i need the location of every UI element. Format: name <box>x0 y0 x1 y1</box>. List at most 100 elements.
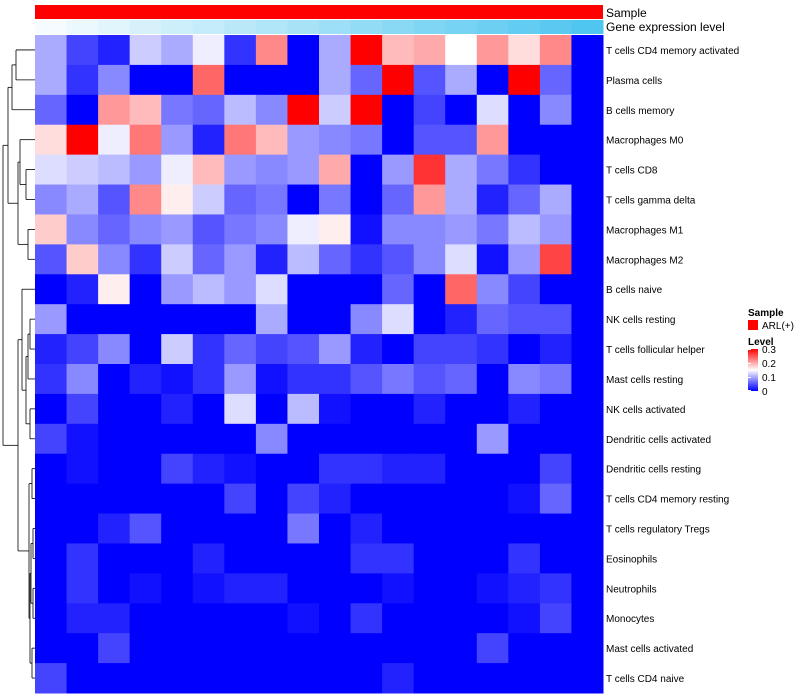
heatmap-cell <box>350 214 383 245</box>
legend-sample-entry: ARL(+) <box>762 321 794 332</box>
heatmap-cell <box>255 214 288 245</box>
heatmap-cell <box>287 633 320 664</box>
heatmap-cell <box>287 543 320 574</box>
heatmap-cell <box>66 603 99 634</box>
annotation-gene-expression-cell <box>255 20 288 34</box>
heatmap-cell <box>571 244 604 275</box>
heatmap-cell <box>476 244 509 275</box>
legend-sample-title: Sample <box>748 308 784 319</box>
heatmap-cell <box>350 483 383 515</box>
heatmap-cell <box>161 154 194 186</box>
heatmap-cell <box>35 35 68 66</box>
heatmap-cell <box>98 513 131 544</box>
heatmap-cell <box>508 483 541 515</box>
heatmap-cell <box>382 364 415 395</box>
heatmap-cell <box>255 453 288 485</box>
heatmap-cell <box>224 334 257 365</box>
heatmap-cell <box>571 393 604 425</box>
annotation-gene-expression-cell <box>98 20 131 34</box>
heatmap-cell <box>445 453 478 485</box>
heatmap-cell <box>192 304 225 335</box>
heatmap-cell <box>571 304 604 335</box>
heatmap-cell <box>129 423 162 455</box>
heatmap-cell <box>66 453 99 485</box>
heatmap-cell <box>571 603 604 634</box>
heatmap-cell <box>161 364 194 395</box>
heatmap-cell <box>192 184 225 215</box>
heatmap-cell <box>445 483 478 515</box>
row-label: Dendritic cells activated <box>606 435 711 446</box>
heatmap-cell <box>413 35 446 66</box>
heatmap-cell <box>445 423 478 455</box>
heatmap-cell <box>161 184 194 215</box>
heatmap-cell <box>161 633 194 664</box>
heatmap-cell <box>571 633 604 664</box>
heatmap-cell <box>192 244 225 275</box>
heatmap-cell <box>539 214 572 245</box>
heatmap-cell <box>382 543 415 574</box>
heatmap-cell <box>35 513 68 544</box>
heatmap-cell <box>350 244 383 275</box>
annotation-gene-expression-cell <box>319 20 352 34</box>
heatmap-cell <box>287 184 320 215</box>
heatmap-cell <box>192 364 225 395</box>
heatmap-cell <box>539 483 572 515</box>
heatmap-cell <box>508 573 541 604</box>
heatmap-cell <box>192 573 225 604</box>
heatmap-cell <box>192 154 225 186</box>
heatmap-cell <box>255 393 288 425</box>
heatmap-cell <box>350 663 383 694</box>
heatmap-cell <box>319 543 352 574</box>
heatmap-cell <box>413 304 446 335</box>
row-labels: T cells CD4 memory activated Plasma cells… <box>606 46 739 685</box>
heatmap-cell <box>539 64 572 96</box>
heatmap-cell <box>255 633 288 664</box>
heatmap-cell <box>66 214 99 245</box>
heatmap-cell <box>66 35 99 66</box>
heatmap-cell <box>382 94 415 126</box>
heatmap-cell <box>35 214 68 245</box>
row-label: T cells CD4 memory activated <box>606 46 739 57</box>
heatmap-cell <box>255 543 288 574</box>
heatmap-cell <box>508 64 541 96</box>
heatmap-cell <box>224 633 257 664</box>
heatmap-cell <box>255 603 288 634</box>
row-label: NK cells activated <box>606 405 685 416</box>
heatmap-cell <box>319 603 352 634</box>
heatmap-cell <box>476 274 509 305</box>
heatmap-cell <box>319 184 352 215</box>
heatmap-cell <box>413 274 446 305</box>
heatmap-cell <box>350 453 383 485</box>
heatmap-cell <box>476 543 509 574</box>
heatmap-cell <box>98 663 131 694</box>
row-label: NK cells resting <box>606 315 675 326</box>
heatmap-cell <box>350 393 383 425</box>
heatmap-cell <box>98 244 131 275</box>
heatmap-cell <box>571 483 604 515</box>
heatmap-cell <box>66 94 99 126</box>
heatmap-cell <box>382 393 415 425</box>
heatmap-cell <box>476 453 509 485</box>
heatmap-cell <box>255 304 288 335</box>
heatmap-cell <box>192 94 225 126</box>
heatmap-cell <box>224 274 257 305</box>
heatmap-cell <box>161 214 194 245</box>
heatmap-cell <box>319 393 352 425</box>
heatmap-cell <box>224 453 257 485</box>
heatmap-cell <box>255 124 288 156</box>
heatmap-cell <box>129 274 162 305</box>
heatmap-cell <box>445 214 478 245</box>
heatmap-cell <box>413 244 446 275</box>
heatmap-cell <box>539 543 572 574</box>
annotation-gene-expression-cell <box>66 20 99 34</box>
heatmap-cell <box>319 274 352 305</box>
heatmap-cell <box>255 154 288 186</box>
heatmap-cell <box>350 94 383 126</box>
heatmap-cell <box>255 663 288 694</box>
heatmap-cell <box>539 453 572 485</box>
heatmap-cell <box>129 663 162 694</box>
heatmap-cell <box>476 154 509 186</box>
heatmap-cell <box>319 124 352 156</box>
heatmap-cell <box>571 184 604 215</box>
